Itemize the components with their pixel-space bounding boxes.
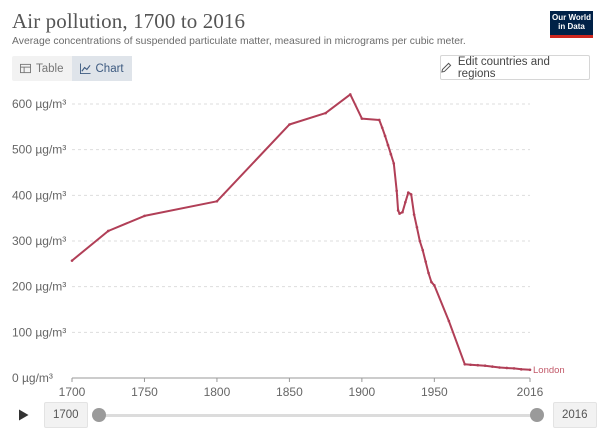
data-point <box>447 319 451 323</box>
data-point <box>215 199 219 203</box>
chart-subtitle: Average concentrations of suspended part… <box>12 36 466 47</box>
data-point <box>396 209 400 212</box>
end-year-box[interactable]: 2016 <box>553 402 597 428</box>
data-point <box>70 259 74 262</box>
x-tick-label: 1750 <box>131 385 158 398</box>
tab-chart[interactable]: Chart <box>71 56 132 81</box>
data-point <box>427 271 430 275</box>
line-chart: 0 µg/m³ 100 µg/m³ 200 µg/m³ 300 µg/m³ 400 µg… <box>12 93 565 398</box>
data-point <box>505 366 509 370</box>
data-point <box>512 367 516 370</box>
timeline: 1700 2016 <box>0 400 600 430</box>
data-point <box>392 162 396 165</box>
data-point <box>415 226 419 229</box>
tab-table-label: Table <box>36 62 64 75</box>
data-point <box>288 123 291 126</box>
data-point <box>520 368 523 371</box>
data-point <box>430 280 433 284</box>
x-tick-label: 2016 <box>517 385 544 398</box>
data-point <box>348 93 352 96</box>
end-year-handle[interactable] <box>530 408 544 422</box>
logo-line-2: in Data <box>558 21 585 31</box>
view-tabs: Table Chart <box>12 56 132 81</box>
data-point <box>412 213 416 216</box>
data-point <box>386 143 390 147</box>
chart-title: Air pollution, 1700 to 2016 <box>12 9 246 33</box>
play-icon <box>18 409 28 421</box>
data-point <box>398 212 401 215</box>
data-point <box>433 283 436 287</box>
data-point <box>383 134 387 138</box>
data-point <box>498 366 501 369</box>
tab-chart-label: Chart <box>95 62 124 75</box>
table-icon <box>20 63 31 74</box>
start-year-box[interactable]: 1700 <box>44 402 88 428</box>
data-point <box>106 229 110 233</box>
data-point <box>483 364 487 367</box>
x-tick-label: 1700 <box>59 385 86 398</box>
edit-countries-button[interactable]: Edit countries and regions <box>440 55 590 80</box>
y-tick-label: 600 µg/m³ <box>12 97 66 111</box>
y-tick-label: 200 µg/m³ <box>12 280 66 294</box>
data-point <box>409 193 413 196</box>
tab-table[interactable]: Table <box>12 56 72 81</box>
data-point <box>404 200 407 204</box>
y-tick-label: 400 µg/m³ <box>12 188 66 202</box>
data-point <box>463 363 467 366</box>
x-tick-label: 1800 <box>204 385 231 398</box>
data-point <box>406 191 410 194</box>
data-point <box>476 363 480 367</box>
data-point <box>380 126 384 130</box>
start-year-handle[interactable] <box>92 408 106 422</box>
series-label-london: London <box>533 365 565 376</box>
data-point <box>424 260 427 263</box>
data-point <box>395 189 398 193</box>
data-point <box>360 117 364 120</box>
y-tick-label: 0 µg/m³ <box>12 371 53 385</box>
data-point <box>528 368 532 372</box>
owid-logo[interactable]: Our World in Data <box>550 11 593 38</box>
series-line-london <box>71 93 531 371</box>
data-point <box>421 248 425 252</box>
x-tick-label: 1850 <box>276 385 303 398</box>
edit-countries-label: Edit countries and regions <box>457 55 550 80</box>
data-point <box>389 152 393 156</box>
data-point <box>143 214 146 218</box>
pencil-icon <box>441 62 452 73</box>
play-button[interactable] <box>10 402 36 428</box>
data-point <box>469 363 472 367</box>
x-tick-label: 1950 <box>421 385 448 398</box>
line-chart-icon <box>79 63 91 74</box>
data-point <box>324 111 327 115</box>
y-tick-label: 500 µg/m³ <box>12 143 66 157</box>
y-tick-label: 300 µg/m³ <box>12 234 66 248</box>
y-tick-label: 100 µg/m³ <box>12 325 66 339</box>
data-point <box>401 210 404 214</box>
x-tick-label: 1900 <box>349 385 376 398</box>
data-point <box>377 118 381 122</box>
data-point <box>418 239 422 243</box>
timeline-track[interactable] <box>98 414 538 417</box>
logo-line-1: Our World <box>552 13 591 22</box>
data-point <box>491 365 494 368</box>
